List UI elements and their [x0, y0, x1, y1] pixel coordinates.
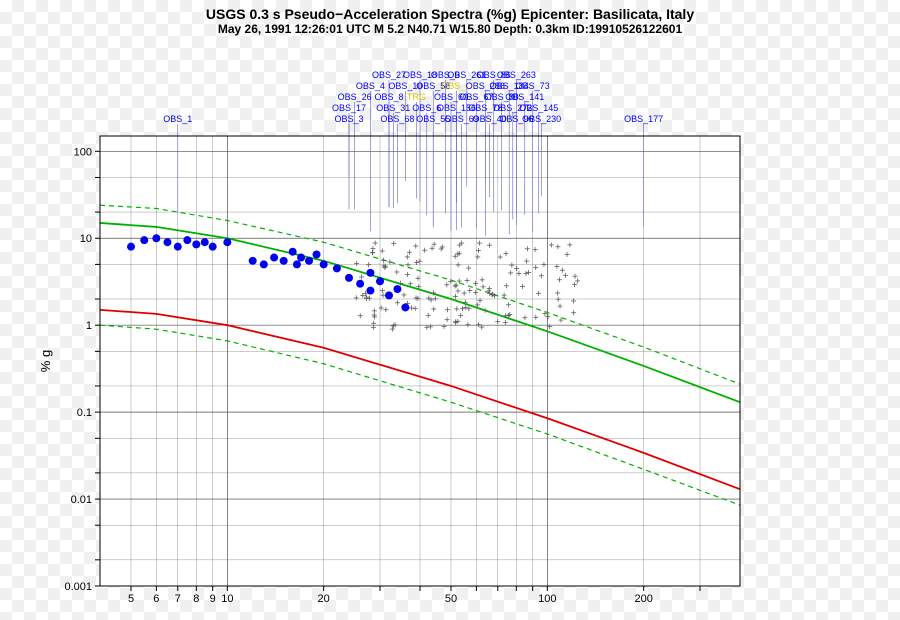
- title-container: USGS 0.3 s Pseudo−Acceleration Spectra (…: [0, 0, 900, 36]
- blue-point: [249, 257, 257, 265]
- obs-label: OBS_177: [624, 114, 663, 124]
- blue-point: [401, 303, 409, 311]
- xtick-label: 50: [445, 593, 457, 605]
- obs-label: OBS_27: [372, 70, 406, 80]
- xtick-label: 10: [221, 593, 233, 605]
- chart-title: USGS 0.3 s Pseudo−Acceleration Spectra (…: [0, 6, 900, 22]
- xtick-label: 7: [175, 593, 181, 605]
- blue-point: [289, 248, 297, 256]
- blue-point: [201, 238, 209, 246]
- x-axis-label: Distance, km: [382, 614, 457, 616]
- ytick-label: 0.001: [64, 581, 92, 593]
- ytick-label: 0.01: [71, 494, 92, 506]
- blue-point: [393, 285, 401, 293]
- blue-point: [305, 257, 313, 265]
- obs-label: OBS_1: [163, 114, 192, 124]
- blue-point: [209, 243, 217, 251]
- blue-point: [183, 236, 191, 244]
- ytick-label: 10: [80, 233, 92, 245]
- blue-point: [140, 236, 148, 244]
- blue-point: [297, 254, 305, 262]
- y-axis-label: % g: [38, 350, 53, 372]
- obs-label: OBS_230: [522, 114, 561, 124]
- ytick-label: 100: [74, 146, 92, 158]
- ytick-label: 1: [86, 320, 92, 332]
- xtick-label: 9: [210, 593, 216, 605]
- blue-point: [293, 260, 301, 268]
- blue-point: [127, 243, 135, 251]
- blue-point: [313, 251, 321, 259]
- obs-label: OBS_8: [374, 92, 403, 102]
- xtick-label: 6: [153, 593, 159, 605]
- xtick-label: 20: [318, 593, 330, 605]
- blue-point: [163, 238, 171, 246]
- xtick-label: 8: [193, 593, 199, 605]
- obs-label: TRG: [407, 92, 426, 102]
- xtick-label: 5: [128, 593, 134, 605]
- blue-point: [376, 277, 384, 285]
- blue-point: [270, 254, 278, 262]
- blue-point: [385, 291, 393, 299]
- blue-point: [260, 260, 268, 268]
- obs-label: OBS_4: [356, 81, 385, 91]
- blue-point: [280, 257, 288, 265]
- obs-label: OBS_73: [516, 81, 550, 91]
- blue-point: [152, 234, 160, 242]
- xtick-label: 100: [538, 593, 556, 605]
- xtick-label: 200: [634, 593, 652, 605]
- obs-label: OBS_68: [380, 114, 414, 124]
- blue-point: [174, 243, 182, 251]
- blue-point: [356, 280, 364, 288]
- obs-label: OBS_145: [519, 103, 558, 113]
- obs-label: OBS_31: [376, 103, 410, 113]
- blue-point: [192, 240, 200, 248]
- blue-point: [366, 269, 374, 277]
- blue-point: [320, 260, 328, 268]
- chart-subtitle: May 26, 1991 12:26:01 UTC M 5.2 N40.71 W…: [0, 22, 900, 36]
- obs-label: OBS_141: [505, 92, 544, 102]
- chart-canvas: 5 6 789 10 20 50 100 200 0.001 0.01 0.1 1 10 100 Dista…: [0, 36, 900, 616]
- obs-label: OBS_3: [334, 114, 363, 124]
- ytick-label: 0.1: [77, 407, 92, 419]
- blue-point: [345, 274, 353, 282]
- obs-label: OBS_263: [497, 70, 536, 80]
- blue-point: [223, 238, 231, 246]
- blue-point: [333, 264, 341, 272]
- obs-label: OBS_26: [338, 92, 372, 102]
- obs-label: OBS_17: [332, 103, 366, 113]
- blue-point: [366, 287, 374, 295]
